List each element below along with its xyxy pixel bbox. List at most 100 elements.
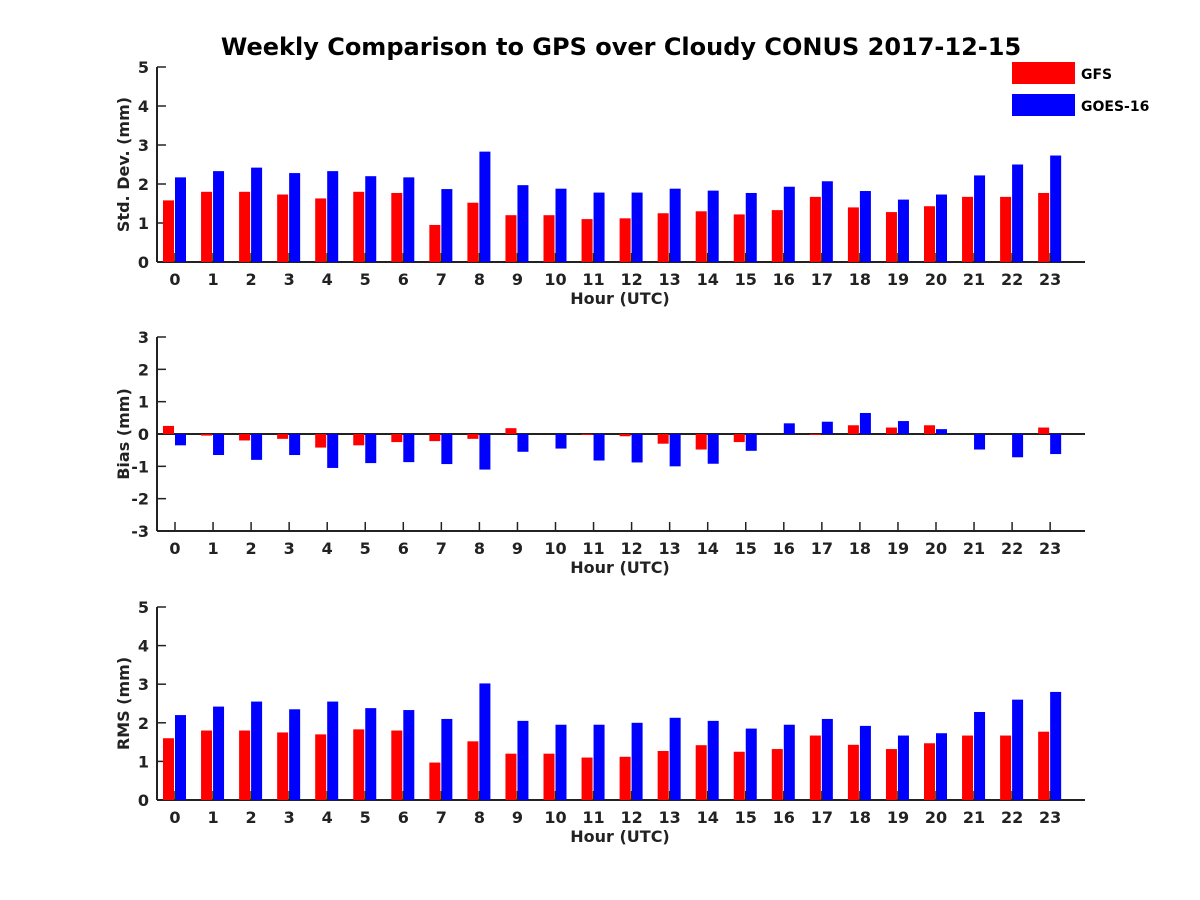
- gfs-bar: [163, 200, 174, 262]
- x-axis-label: Hour (UTC): [570, 558, 670, 577]
- goes16-bar: [365, 434, 377, 464]
- goes16-bar: [821, 718, 833, 800]
- x-tick-label: 10: [544, 808, 566, 827]
- legend-swatch-gfs: [1012, 62, 1075, 84]
- x-tick-label: 18: [849, 539, 871, 558]
- x-tick-label: 0: [169, 539, 180, 558]
- x-tick-label: 21: [963, 539, 985, 558]
- y-tick-label: 5: [138, 58, 149, 77]
- gfs-bar: [201, 730, 213, 800]
- y-tick-label: 3: [138, 328, 149, 347]
- gfs-bar: [581, 757, 593, 800]
- gfs-bar: [543, 753, 555, 800]
- goes16-bar: [251, 701, 263, 800]
- x-tick-label: 12: [620, 270, 642, 289]
- gfs-bar: [163, 425, 174, 434]
- gfs-bar: [885, 427, 897, 434]
- gfs-bar: [581, 434, 593, 435]
- goes16-bar: [213, 171, 225, 262]
- goes16-bar: [555, 724, 567, 800]
- gfs-bar: [695, 211, 707, 262]
- y-tick-label: 4: [138, 637, 149, 656]
- goes16-bar: [365, 708, 377, 800]
- goes16-bar: [859, 412, 871, 434]
- goes16-bar: [251, 167, 263, 262]
- goes16-bar: [669, 434, 681, 467]
- x-tick-label: 21: [963, 808, 985, 827]
- goes16-bar: [1012, 434, 1024, 458]
- x-tick-label: 20: [925, 808, 947, 827]
- goes16-bar: [441, 718, 453, 800]
- gfs-bar: [847, 425, 859, 434]
- gfs-bar: [847, 744, 859, 800]
- y-axis-label: RMS (mm): [114, 657, 133, 750]
- y-tick-label: 2: [138, 360, 149, 379]
- goes16-bar: [631, 722, 643, 800]
- goes16-bar: [745, 434, 757, 451]
- legend-swatch-goes16: [1012, 94, 1075, 116]
- gfs-bar: [429, 224, 441, 262]
- gfs-bar: [201, 434, 213, 436]
- goes16-bar: [479, 683, 491, 800]
- goes16-bar: [669, 188, 681, 262]
- x-tick-label: 2: [246, 539, 257, 558]
- gfs-bar: [695, 434, 707, 450]
- gfs-bar: [277, 434, 289, 439]
- goes16-bar: [593, 724, 605, 800]
- x-tick-label: 1: [207, 539, 218, 558]
- gfs-bar: [543, 215, 555, 262]
- goes16-bar: [479, 434, 491, 470]
- x-tick-label: 13: [659, 808, 681, 827]
- x-tick-label: 15: [735, 270, 757, 289]
- goes16-bar: [441, 189, 453, 262]
- goes16-bar: [517, 185, 529, 262]
- gfs-bar: [391, 192, 403, 262]
- gfs-bar: [467, 741, 479, 800]
- x-tick-label: 14: [697, 539, 719, 558]
- gfs-bar: [619, 434, 631, 437]
- x-tick-label: 16: [773, 808, 795, 827]
- goes16-bar: [289, 434, 301, 456]
- x-tick-label: 3: [284, 270, 295, 289]
- gfs-bar: [201, 191, 213, 262]
- gfs-bar: [1038, 427, 1050, 434]
- x-tick-label: 17: [811, 808, 833, 827]
- x-tick-label: 20: [925, 270, 947, 289]
- x-tick-label: 23: [1039, 808, 1061, 827]
- goes16-bar: [974, 434, 986, 450]
- x-tick-label: 14: [697, 808, 719, 827]
- x-tick-label: 21: [963, 270, 985, 289]
- goes16-bar: [327, 171, 339, 262]
- x-tick-label: 23: [1039, 539, 1061, 558]
- goes16-bar: [1050, 691, 1062, 800]
- goes16-bar: [707, 434, 719, 464]
- goes16-bar: [631, 192, 643, 262]
- x-tick-label: 16: [773, 539, 795, 558]
- gfs-bar: [657, 434, 669, 444]
- x-tick-label: 7: [436, 270, 447, 289]
- gfs-bar: [467, 434, 479, 439]
- gfs-bar: [467, 202, 479, 262]
- x-tick-label: 4: [322, 270, 333, 289]
- figure-title: Weekly Comparison to GPS over Cloudy CON…: [221, 33, 1021, 61]
- goes16-bar: [479, 151, 491, 262]
- y-tick-label: 1: [138, 393, 149, 412]
- goes16-bar: [517, 720, 529, 800]
- goes16-bar: [936, 194, 947, 262]
- goes16-bar: [213, 706, 225, 800]
- gfs-bar: [505, 215, 517, 262]
- x-tick-label: 10: [544, 270, 566, 289]
- goes16-bar: [897, 421, 909, 434]
- gfs-bar: [924, 206, 935, 262]
- gfs-bar: [429, 434, 441, 442]
- x-tick-label: 7: [436, 539, 447, 558]
- y-tick-label: 3: [138, 675, 149, 694]
- x-tick-label: 22: [1001, 539, 1023, 558]
- gfs-bar: [657, 750, 669, 800]
- x-tick-label: 13: [659, 270, 681, 289]
- x-tick-label: 16: [773, 270, 795, 289]
